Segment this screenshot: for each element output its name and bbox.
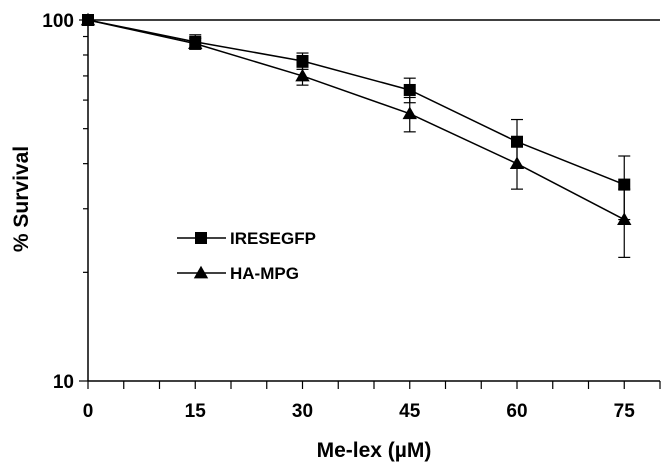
legend-label-iresegfp: IRESEGFP	[230, 229, 316, 248]
axes	[87, 19, 660, 382]
data-point	[80, 12, 96, 26]
data-point	[296, 54, 309, 67]
legend-marker-square	[195, 232, 207, 244]
series-layer	[80, 12, 632, 258]
x-tick-label-30: 30	[292, 401, 313, 422]
series-line	[87, 19, 625, 186]
data-point	[295, 68, 310, 82]
data-point	[509, 156, 525, 170]
data-point	[617, 212, 632, 225]
series-iresegfp	[82, 14, 631, 221]
y-tick-label-10: 10	[53, 372, 74, 393]
x-tick-label-60: 60	[506, 401, 527, 422]
x-axis-title: Me-lex (µM)	[317, 439, 432, 462]
axis-ticks	[79, 19, 661, 389]
data-point	[403, 83, 416, 96]
y-axis-title: % Survival	[10, 146, 33, 252]
legend-marker-triangle	[193, 265, 209, 279]
legend-label-ha-mpg: HA-MPG	[230, 264, 299, 283]
data-point	[618, 178, 631, 191]
data-point	[402, 106, 417, 120]
series-ha-mpg	[80, 12, 632, 258]
data-point	[188, 36, 203, 50]
legend	[177, 232, 226, 279]
x-tick-label-0: 0	[83, 401, 94, 422]
x-tick-label-45: 45	[399, 401, 421, 422]
x-tick-label-15: 15	[185, 401, 207, 422]
x-tick-label-75: 75	[614, 401, 636, 422]
series-line	[87, 19, 625, 221]
y-tick-label-100: 100	[42, 11, 74, 32]
